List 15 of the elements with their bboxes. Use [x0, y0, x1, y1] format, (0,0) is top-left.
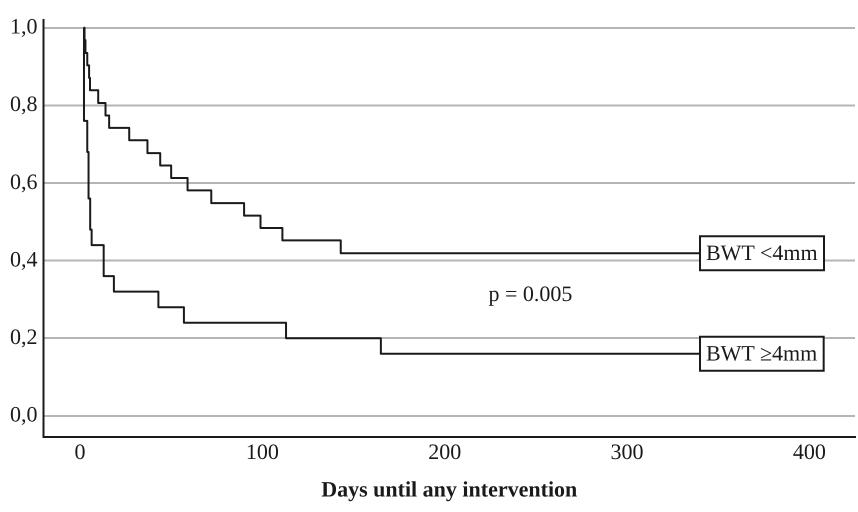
y-tick-label: 0,0	[10, 402, 38, 427]
x-tick-label: 300	[610, 439, 644, 464]
x-tick-label: 400	[792, 439, 826, 464]
y-tick-label: 0,2	[10, 324, 38, 350]
y-tick-label: 0,8	[10, 91, 38, 116]
x-tick-label: 200	[428, 439, 462, 464]
annotation: p = 0.005	[488, 281, 572, 306]
series-label: BWT <4mm	[706, 240, 818, 266]
x-axis-title: Days until any intervention	[321, 476, 578, 502]
y-tick-label: 0,6	[10, 168, 38, 194]
series-label: BWT ≥4mm	[706, 340, 818, 366]
x-tick-label: 100	[246, 439, 279, 464]
x-tick-label: 0	[74, 439, 86, 464]
y-tick-label: 1,0	[10, 14, 38, 39]
y-tick-label: 0,4	[10, 246, 38, 272]
